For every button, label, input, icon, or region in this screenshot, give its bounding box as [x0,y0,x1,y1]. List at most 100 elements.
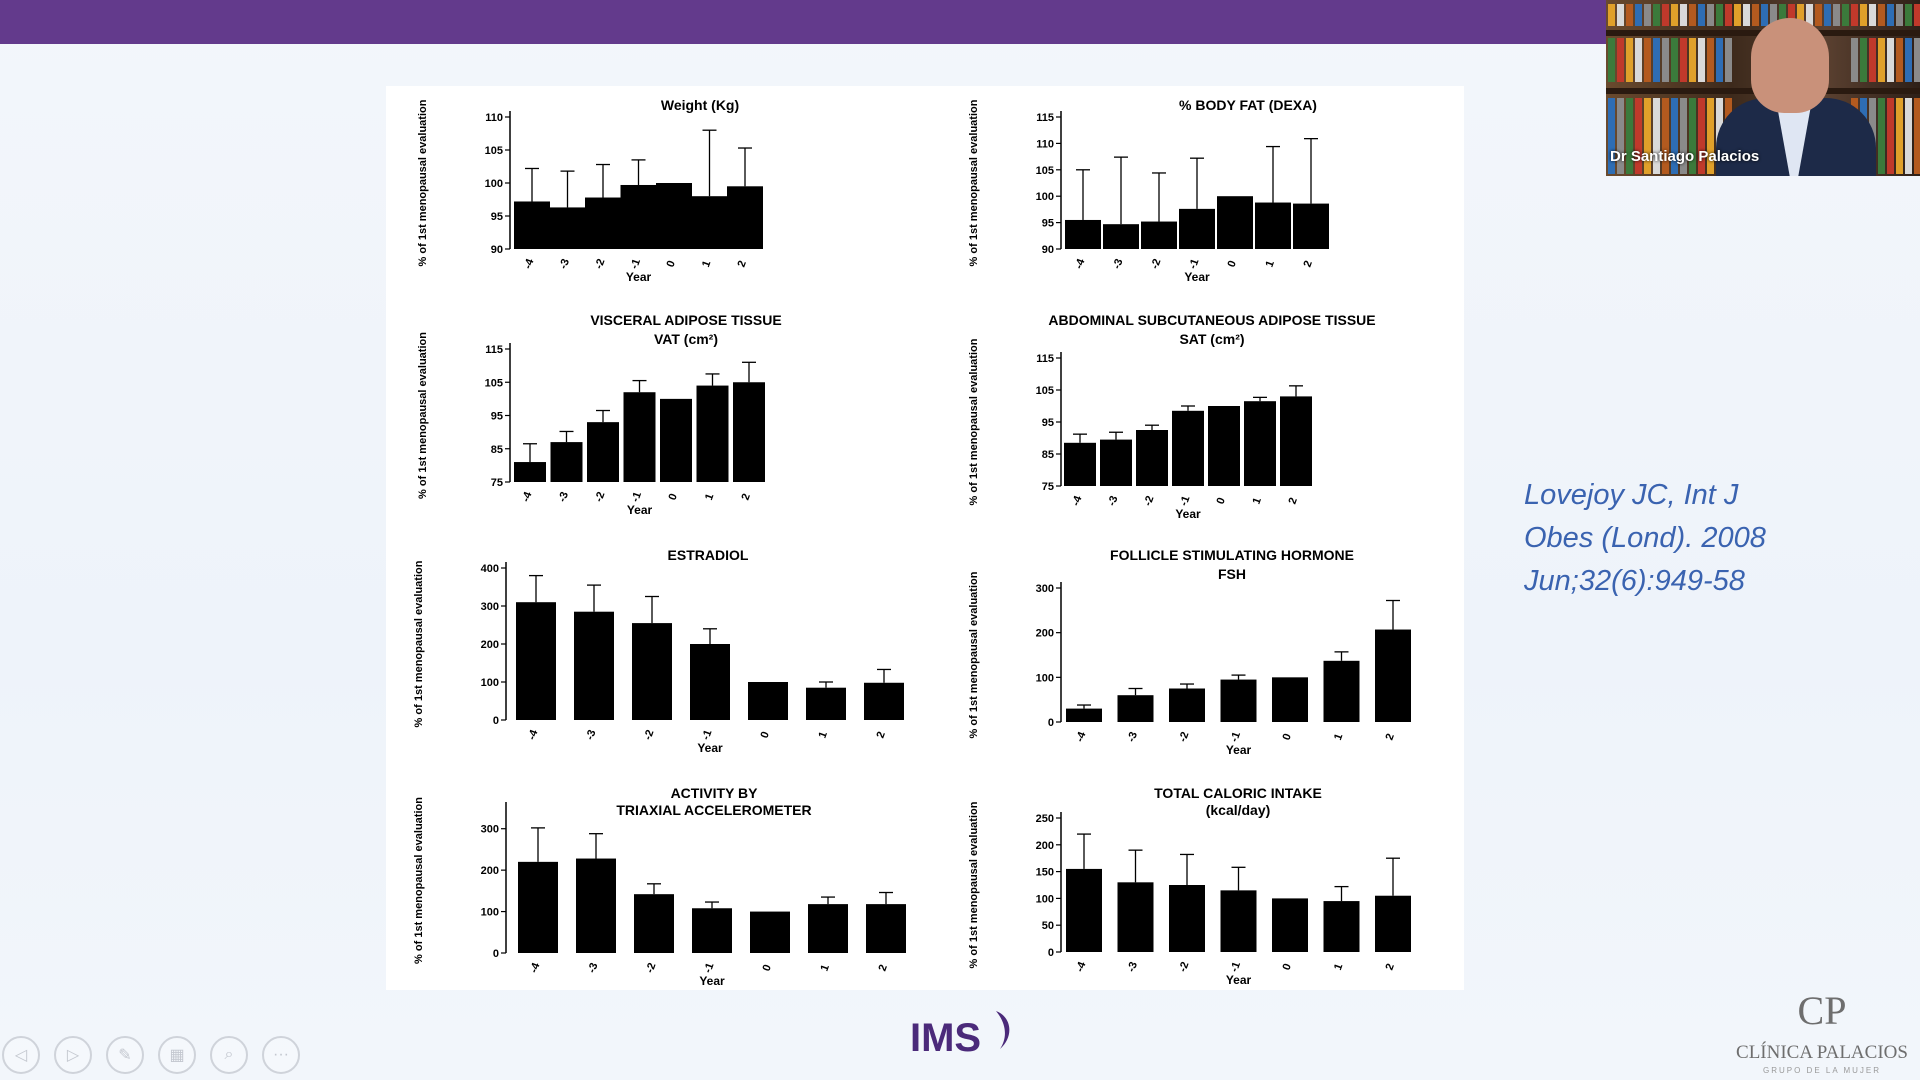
y-tick-label: 105 [485,377,503,389]
chart-bar [1103,224,1139,249]
chart-bar [864,682,904,720]
chart-bar [1375,895,1411,952]
book-spine [1689,38,1696,82]
chart-bar [1179,208,1215,249]
chart-bar [808,904,848,953]
book-spine [1662,38,1669,82]
book-spine [1734,4,1741,26]
book-spine [1626,38,1633,82]
book-spine [1653,38,1660,82]
ims-logo-text: IMS [910,1016,981,1060]
chart-bar [1066,708,1102,722]
x-tick-label: -2 [1142,494,1157,507]
pen-icon: ✎ [118,1047,132,1064]
y-tick-label: 100 [1036,672,1054,684]
y-tick-label: 110 [485,112,503,124]
book-spine [1914,4,1920,26]
x-tick-label: 0 [1280,962,1293,972]
pen-tool-button[interactable]: ✎ [106,1036,144,1074]
chart-bar [690,644,730,720]
book-spine [1635,98,1642,174]
y-tick-label: 85 [1042,449,1054,461]
y-axis-label: % of 1st menopausal evaluation [968,99,980,266]
x-tick-label: 0 [664,259,677,269]
x-tick-label: 1 [1250,496,1263,506]
y-tick-label: 100 [1036,191,1054,203]
chart-bar [1217,196,1253,249]
chart-bar [574,611,614,720]
chart-bar [549,207,586,249]
chart-title: FOLLICLE STIMULATING HORMONE [1110,547,1354,563]
y-tick-label: 400 [481,563,499,575]
y-tick-label: 300 [481,824,499,836]
book-spine [1896,38,1903,82]
book-spine [1833,4,1840,26]
next-slide-button[interactable]: ▷ [54,1036,92,1074]
book-spine [1851,4,1858,26]
book-spine [1779,4,1786,26]
y-axis-label: % of 1st menopausal evaluation [968,571,980,738]
x-tick-label: -3 [1111,257,1126,270]
chart-subtitle: TRIAXIAL ACCELEROMETER [616,802,811,818]
magnifier-icon: ⌕ [224,1046,234,1063]
chart-bar [1064,442,1096,486]
y-tick-label: 250 [1036,813,1054,825]
x-axis-label: Year [1175,507,1201,521]
chart-bar [1117,882,1154,952]
chart-title: ESTRADIOL [668,547,749,563]
book-spine [1770,4,1777,26]
book-spine [1644,4,1651,26]
book-spine [1824,4,1831,26]
slides-grid-icon: ▦ [169,1047,185,1064]
ims-logo: IMS [910,1011,1010,1060]
book-spine [1617,4,1624,26]
more-options-button[interactable]: ··· [262,1036,300,1074]
book-spine [1689,4,1696,26]
prev-slide-button[interactable]: ◁ [2,1036,40,1074]
x-tick-label: -1 [700,728,715,741]
citation-line: Obes (Lond). 2008 [1524,522,1766,554]
book-spine [1680,4,1687,26]
book-spine [1626,4,1633,26]
book-spine [1671,4,1678,26]
y-axis-label: % of 1st menopausal evaluation [413,797,425,964]
book-spine [1644,98,1651,174]
presenter-video-tile[interactable]: Dr Santiago Palacios [1606,0,1920,176]
chart-title: % BODY FAT (DEXA) [1179,97,1317,113]
x-tick-label: 1 [1332,962,1345,972]
x-tick-label: -2 [593,490,608,503]
book-spine [1635,38,1642,82]
book-spine [1743,4,1750,26]
y-tick-label: 105 [1036,165,1054,177]
book-spine [1680,98,1687,174]
book-spine [1896,98,1903,174]
prev-arrow-icon: ◁ [14,1047,28,1064]
citation-text: Lovejoy JC, Int J Obes (Lond). 2008 Jun;… [1524,474,1824,603]
x-tick-label: -3 [556,490,571,503]
y-tick-label: 75 [1042,481,1054,493]
book-spine [1608,98,1615,174]
x-axis-label: Year [1226,743,1252,757]
see-all-slides-button[interactable]: ▦ [158,1036,196,1074]
chart-title: ABDOMINAL SUBCUTANEOUS ADIPOSE TISSUE [1048,312,1375,328]
presenter-head [1751,18,1829,113]
x-tick-label: -4 [1074,729,1089,743]
y-tick-label: 200 [1036,628,1054,640]
chart-subtitle: (kcal/day) [1206,802,1271,818]
presenter-name-label: Dr Santiago Palacios [1610,148,1760,165]
y-tick-label: 95 [1042,218,1054,230]
chart-subtitle: SAT (cm²) [1179,331,1244,347]
chart-bar [1169,885,1205,952]
y-tick-label: 115 [1036,353,1054,365]
x-tick-label: -1 [1178,494,1193,507]
y-axis-label: % of 1st menopausal evaluation [968,801,980,968]
chart-bar [660,398,692,482]
x-tick-label: 2 [1301,259,1314,269]
chart-bar [623,392,656,482]
x-tick-label: 2 [876,963,889,973]
book-spine [1887,98,1894,174]
chart-bar [1066,868,1102,952]
zoom-button[interactable]: ⌕ [210,1036,248,1074]
x-tick-label: -1 [1228,960,1243,973]
y-tick-label: 95 [1042,417,1054,429]
